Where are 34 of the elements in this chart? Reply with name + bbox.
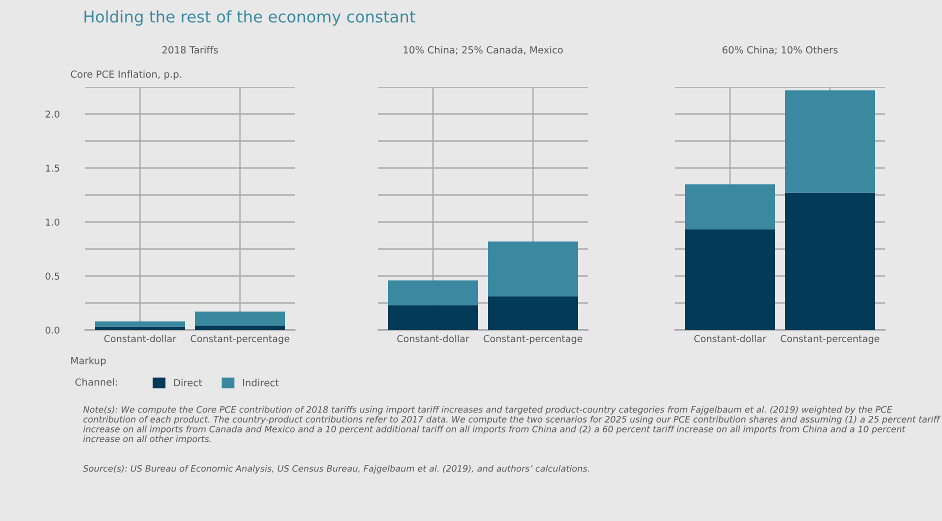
- legend-label: Indirect: [243, 378, 279, 386]
- chart-title: 2018 Tariffs: [162, 46, 218, 54]
- bar: [785, 192, 875, 330]
- text: Note(s): We compute the Core PCE contribution of 2018 tariffs using import tariff increases and targeted product-country categories from Fajgelbaum et al. (2019) weighted by the PCE contribution of each product. The country-product contributions refer to 2017 data. We compute the two scenarios for 2025 using our PCE contribution shares and assuming (1) a 25 percent tariff increase on all imports from Canada and Mexico and a 10 percent additional tariff on all imports from China and (2) a 60 percent tariff increase on all imports from China and a 10 percent increase on all other imports.: [83, 406, 941, 444]
- bar: [488, 241, 578, 297]
- x-tick-label: Constant-dollar: [694, 334, 766, 342]
- x-tick-label: Constant-percentage: [780, 335, 880, 344]
- y-tick-label: 0.0: [46, 326, 60, 334]
- chart-title: 60% China; 10% Others: [722, 46, 838, 55]
- source-note: Source(s): US Bureau of Economic Analysis, US Census Bureau, Fajgelbaum et al. (2019), and authors’ calculations.: [83, 465, 589, 474]
- y-tick-label: 2.0: [46, 110, 60, 118]
- y-tick-label: 0.5: [46, 272, 60, 280]
- bar: [388, 305, 478, 330]
- x-tick-label: Constant-percentage: [190, 335, 290, 344]
- bar: [95, 321, 185, 327]
- y-axis-title: Core PCE Inflation, p.p.: [70, 70, 182, 80]
- y-tick-label: 1.0: [46, 218, 60, 226]
- x-axis-title: Markup: [71, 356, 106, 366]
- bar: [785, 90, 875, 193]
- x-tick-label: Constant-dollar: [397, 334, 470, 342]
- x-tick-label: Constant-dollar: [104, 334, 176, 342]
- bar: [388, 280, 478, 306]
- bar: [685, 230, 775, 330]
- chart-title: 10% China; 25% Canada, Mexico: [404, 46, 563, 55]
- x-tick-label: Constant-percentage: [484, 335, 582, 344]
- bar: [95, 326, 185, 330]
- y-tick-label: 1.5: [46, 164, 60, 172]
- bar: [685, 184, 775, 230]
- bar: [488, 296, 578, 330]
- bar: [195, 312, 285, 326]
- legend-title: Channel:: [75, 378, 117, 386]
- legend-label: Direct: [174, 378, 202, 386]
- bar: [195, 326, 285, 330]
- text: Holding the rest of the economy constant: [84, 10, 416, 26]
